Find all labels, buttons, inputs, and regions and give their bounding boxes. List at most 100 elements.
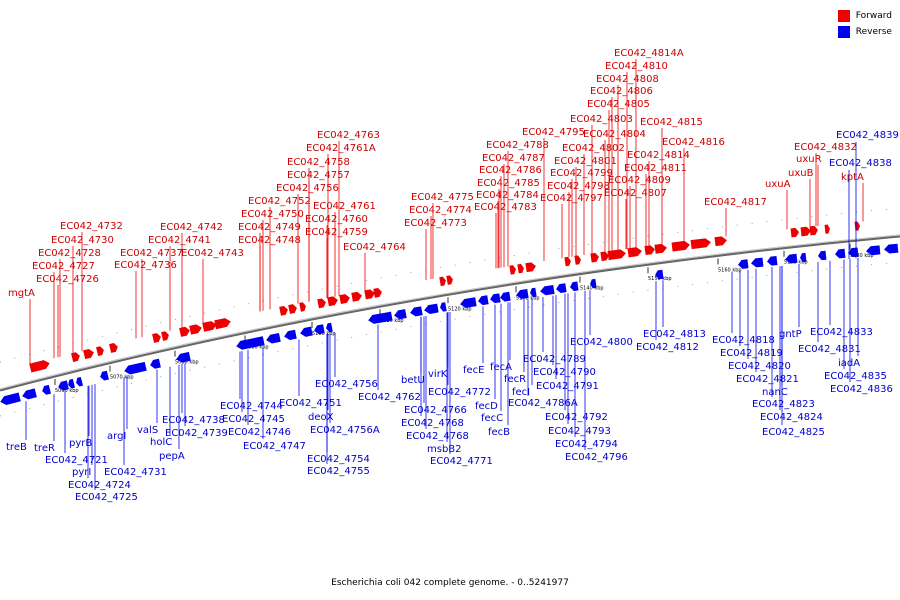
legend-item-forward: Forward — [837, 8, 892, 24]
forward-gene-label: EC042_4760 — [305, 214, 368, 225]
forward-gene-arrow — [800, 226, 811, 237]
forward-gene-label: EC042_4804 — [583, 129, 646, 140]
reverse-gene-arrow — [284, 329, 297, 340]
reverse-gene-arrow — [236, 336, 265, 350]
forward-gene-arrow — [654, 243, 667, 254]
reverse-gene-label: EC042_4744 — [220, 401, 283, 412]
forward-gene-arrow — [574, 255, 581, 265]
reverse-gene-arrow — [300, 326, 313, 337]
forward-gene-label: EC042_4732 — [60, 221, 123, 232]
scale-tick-label: 5140 kbp — [580, 286, 604, 292]
forward-gene-arrow — [214, 318, 231, 330]
scale-tick-label: 5070 kbp — [110, 375, 134, 381]
reverse-gene-label: EC042_4771 — [430, 456, 493, 467]
reverse-gene-arrow — [42, 384, 51, 395]
reverse-gene-arrow — [124, 361, 147, 375]
reverse-gene-arrow — [884, 243, 899, 254]
reverse-gene-label: msbB2 — [427, 444, 462, 455]
reverse-gene-arrow — [738, 259, 749, 269]
legend-label-reverse: Reverse — [855, 27, 892, 37]
forward-gene-arrow — [288, 304, 297, 314]
forward-gene-arrow — [517, 263, 524, 274]
forward-gene-label: EC042_4811 — [624, 163, 687, 174]
reverse-gene-label: nanC — [762, 387, 788, 398]
reverse-gene-arrow — [500, 291, 511, 302]
reverse-gene-arrow — [368, 311, 393, 324]
reverse-gene-label: EC042_4745 — [222, 414, 285, 425]
reverse-gene-arrow — [22, 388, 37, 400]
forward-gene-arrow — [714, 236, 727, 247]
forward-gene-label: EC042_4801 — [554, 156, 617, 167]
reverse-gene-arrow — [460, 297, 477, 308]
genome-backbone — [0, 234, 900, 392]
forward-gene-label: EC042_4737 — [120, 248, 183, 259]
forward-gene-label: EC042_4817 — [704, 197, 767, 208]
backbone-highlight — [0, 234, 900, 390]
forward-gene-label: EC042_4783 — [474, 202, 537, 213]
forward-gene-label: EC042_4728 — [38, 248, 101, 259]
reverse-gene-arrow — [540, 285, 555, 296]
forward-gene-label: EC042_4802 — [562, 143, 625, 154]
forward-gene-label: EC042_4815 — [640, 117, 703, 128]
reverse-gene-arrow — [818, 250, 827, 261]
reverse-gene-label: fecR — [504, 374, 526, 385]
reverse-gene-label: fecI — [512, 387, 530, 398]
forward-gene-label: EC042_4788 — [486, 140, 549, 151]
forward-gene-arrow — [509, 265, 516, 275]
reverse-gene-label: EC042_4835 — [824, 371, 887, 382]
reverse-gene-arrow — [516, 288, 529, 299]
forward-gene-arrow — [690, 238, 711, 250]
forward-gene-label: EC042_4758 — [287, 157, 350, 168]
reverse-gene-arrow — [570, 281, 579, 292]
reverse-gene-label: EC042_4833 — [810, 327, 873, 338]
reverse-gene-arrow — [655, 269, 664, 280]
reverse-gene-label: EC042_4831 — [798, 344, 861, 355]
forward-gene-label: EC042_4808 — [596, 74, 659, 85]
reverse-gene-label: EC042_4772 — [428, 387, 491, 398]
reverse-gene-arrow — [866, 245, 881, 256]
forward-gene-arrow — [351, 291, 362, 302]
forward-gene-arrow — [96, 346, 104, 357]
forward-gene-label: EC042_4806 — [590, 86, 653, 97]
forward-gene-label: EC042_4803 — [570, 114, 633, 125]
reverse-gene-label: pyrI — [72, 467, 91, 478]
forward-gene-label: EC042_4814A — [614, 48, 684, 59]
forward-gene-label: uxuA — [765, 179, 791, 190]
reverse-gene-arrow — [0, 392, 21, 406]
forward-gene-arrow — [627, 247, 642, 258]
reverse-gene-label: EC042_4821 — [736, 374, 799, 385]
reverse-gene-label: EC042_4796 — [565, 452, 628, 463]
forward-gene-label: EC042_4726 — [36, 274, 99, 285]
reverse-gene-label: holC — [150, 437, 172, 448]
reverse-gene-arrow — [266, 332, 281, 344]
forward-gene-arrow — [809, 225, 818, 236]
reverse-gene-label: EC042_4800 — [570, 337, 633, 348]
reverse-gene-label: EC042_4746 — [228, 427, 291, 438]
forward-gene-arrow — [161, 331, 169, 341]
forward-gene-label: EC042_4786 — [479, 165, 542, 176]
reverse-gene-label: fecE — [463, 365, 485, 376]
reverse-gene-label: fecA — [490, 362, 512, 373]
reverse-gene-arrow — [410, 306, 423, 317]
forward-gene-label: EC042_4730 — [51, 235, 114, 246]
forward-gene-label: EC042_4787 — [482, 153, 545, 164]
reverse-gene-label: EC042_4792 — [545, 412, 608, 423]
forward-gene-arrow — [644, 245, 655, 256]
scale-tick-label: 5160 kbp — [718, 267, 742, 273]
forward-gene-label: EC042_4736 — [114, 260, 177, 271]
reverse-gene-label: EC042_4790 — [533, 367, 596, 378]
reverse-gene-arrow — [68, 378, 75, 389]
legend-label-forward: Forward — [855, 11, 892, 21]
forward-gene-label: EC042_4756 — [276, 183, 339, 194]
forward-gene-label: EC042_4727 — [32, 261, 95, 272]
forward-gene-label: EC042_4785 — [477, 178, 540, 189]
forward-gene-label: EC042_4761 — [313, 201, 376, 212]
reverse-gene-arrow — [785, 253, 798, 264]
reverse-gene-label: EC042_4721 — [45, 455, 108, 466]
forward-gene-arrow — [854, 221, 860, 231]
forward-gene-label: EC042_4757 — [287, 170, 350, 181]
forward-gene-arrow — [446, 275, 453, 285]
forward-gene-label: EC042_4775 — [411, 192, 474, 203]
reverse-gene-label: EC042_4838 — [829, 158, 892, 169]
forward-gene-label: EC042_4809 — [608, 175, 671, 186]
